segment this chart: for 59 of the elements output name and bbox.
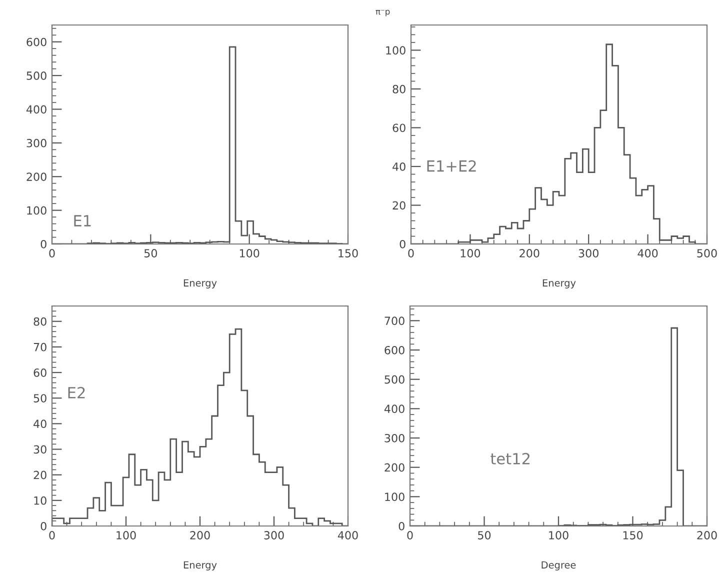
y-tick-label: 80 — [34, 317, 46, 326]
y-tick-label: 10 — [34, 496, 46, 505]
chart-title: π⁻p — [376, 10, 390, 16]
annotation: E1+E2 — [427, 160, 476, 172]
x-axis-title: Energy — [542, 279, 576, 288]
y-tick-label: 70 — [34, 342, 46, 352]
y-tick-label: 600 — [384, 346, 404, 354]
x-tick-label: 200 — [190, 531, 210, 540]
x-tick-label: 0 — [408, 249, 414, 258]
y-tick-label: 80 — [392, 84, 406, 94]
y-tick-label: 60 — [34, 368, 46, 377]
x-tick-label: 50 — [144, 249, 157, 258]
x-tick-label: 0 — [49, 531, 55, 540]
x-axis-title: Energy — [184, 279, 217, 288]
y-tick-label: 50 — [34, 394, 46, 402]
x-axis-title: Degree — [542, 561, 576, 570]
x-tick-label: 500 — [697, 249, 717, 258]
x-tick-label: 100 — [240, 249, 260, 258]
y-tick-label: 0 — [398, 522, 404, 530]
annotation: E2 — [68, 386, 85, 398]
y-tick-label: 40 — [34, 420, 46, 428]
x-tick-label: 100 — [460, 249, 480, 258]
x-tick-label: 400 — [638, 249, 658, 258]
y-tick-label: 30 — [34, 445, 46, 454]
y-tick-label: 100 — [385, 492, 404, 502]
x-tick-label: 0 — [407, 531, 413, 540]
y-tick-label: 20 — [34, 470, 46, 480]
x-tick-label: 300 — [264, 531, 284, 540]
x-tick-label: 100 — [116, 531, 136, 540]
annotation: E1 — [74, 215, 91, 226]
y-tick-label: 0 — [40, 240, 46, 248]
y-tick-label: 700 — [384, 316, 404, 326]
annotation: tet12 — [490, 452, 530, 464]
y-tick-label: 500 — [384, 375, 404, 384]
x-axis-title: Energy — [184, 561, 217, 570]
y-tick-label: 300 — [384, 434, 404, 442]
y-tick-label: 300 — [26, 138, 46, 148]
y-tick-label: 600 — [26, 38, 46, 46]
y-tick-label: 20 — [392, 201, 406, 210]
y-tick-label: 0 — [400, 240, 406, 248]
y-tick-label: 400 — [26, 105, 46, 114]
x-tick-label: 50 — [478, 531, 491, 540]
x-tick-label: 200 — [697, 531, 717, 540]
x-tick-label: 150 — [623, 531, 643, 540]
x-tick-label: 300 — [578, 249, 598, 258]
y-tick-label: 400 — [384, 404, 404, 414]
x-tick-label: 100 — [549, 531, 568, 540]
x-tick-label: 0 — [49, 249, 55, 258]
y-tick-label: 200 — [384, 463, 404, 472]
y-tick-label: 0 — [40, 522, 46, 530]
y-tick-label: 100 — [386, 46, 406, 55]
y-tick-label: 40 — [392, 162, 406, 171]
y-tick-label: 500 — [26, 72, 46, 80]
x-tick-label: 400 — [338, 531, 358, 540]
y-tick-label: 200 — [26, 172, 46, 181]
y-tick-label: 100 — [27, 206, 46, 215]
y-tick-label: 60 — [392, 124, 406, 132]
x-tick-label: 200 — [520, 249, 540, 258]
x-tick-label: 150 — [338, 249, 358, 258]
